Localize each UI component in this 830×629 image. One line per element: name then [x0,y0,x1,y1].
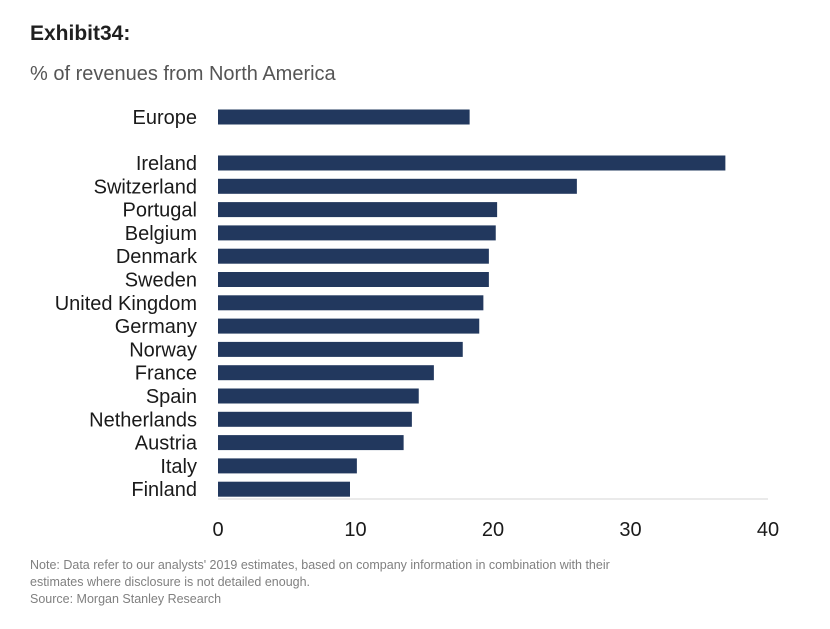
bar-austria [218,435,404,451]
bar-united-kingdom [218,295,484,311]
bar-portugal [218,202,498,218]
bar-europe [218,109,470,125]
category-label-sweden: Sweden [125,270,197,292]
exhibit-title: Exhibit34: [30,22,131,45]
category-label-norway: Norway [129,339,197,361]
category-label-finland: Finland [131,479,197,501]
category-label-europe: Europe [133,107,198,129]
bar-norway [218,341,463,357]
category-label-france: France [135,363,197,385]
category-label-denmark: Denmark [116,246,198,268]
note-line-2: estimates where disclosure is not detail… [30,575,311,589]
category-label-italy: Italy [160,456,197,478]
category-label-germany: Germany [115,316,197,338]
category-label-belgium: Belgium [125,223,197,245]
category-label-ireland: Ireland [136,153,197,175]
category-label-spain: Spain [146,386,197,408]
category-label-switzerland: Switzerland [94,176,197,198]
bar-netherlands [218,411,412,427]
footnotes: Note: Data refer to our analysts' 2019 e… [30,557,800,608]
bar-ireland [218,155,726,171]
source-line: Source: Morgan Stanley Research [30,592,222,606]
bar-italy [218,458,357,474]
bar-france [218,365,434,381]
x-tick-label-40: 40 [757,519,779,541]
bar-finland [218,481,350,497]
bar-belgium [218,225,496,241]
bar-denmark [218,248,489,264]
category-label-netherlands: Netherlands [89,409,197,431]
x-tick-label-10: 10 [344,519,366,541]
bar-sweden [218,272,489,287]
bar-germany [218,318,480,334]
chart-title: % of revenues from North America [30,63,336,85]
note-line-1: Note: Data refer to our analysts' 2019 e… [30,558,610,572]
x-tick-label-20: 20 [482,519,504,541]
category-label-portugal: Portugal [123,200,198,222]
bar-spain [218,388,419,404]
x-tick-label-0: 0 [212,519,223,541]
category-label-united-kingdom: United Kingdom [55,293,197,315]
category-label-austria: Austria [135,433,198,455]
bar-chart: Europe IrelandSwitzerlandPortugalBelgiumD… [55,107,779,541]
x-tick-label-30: 30 [619,519,641,541]
bar-switzerland [218,178,577,194]
